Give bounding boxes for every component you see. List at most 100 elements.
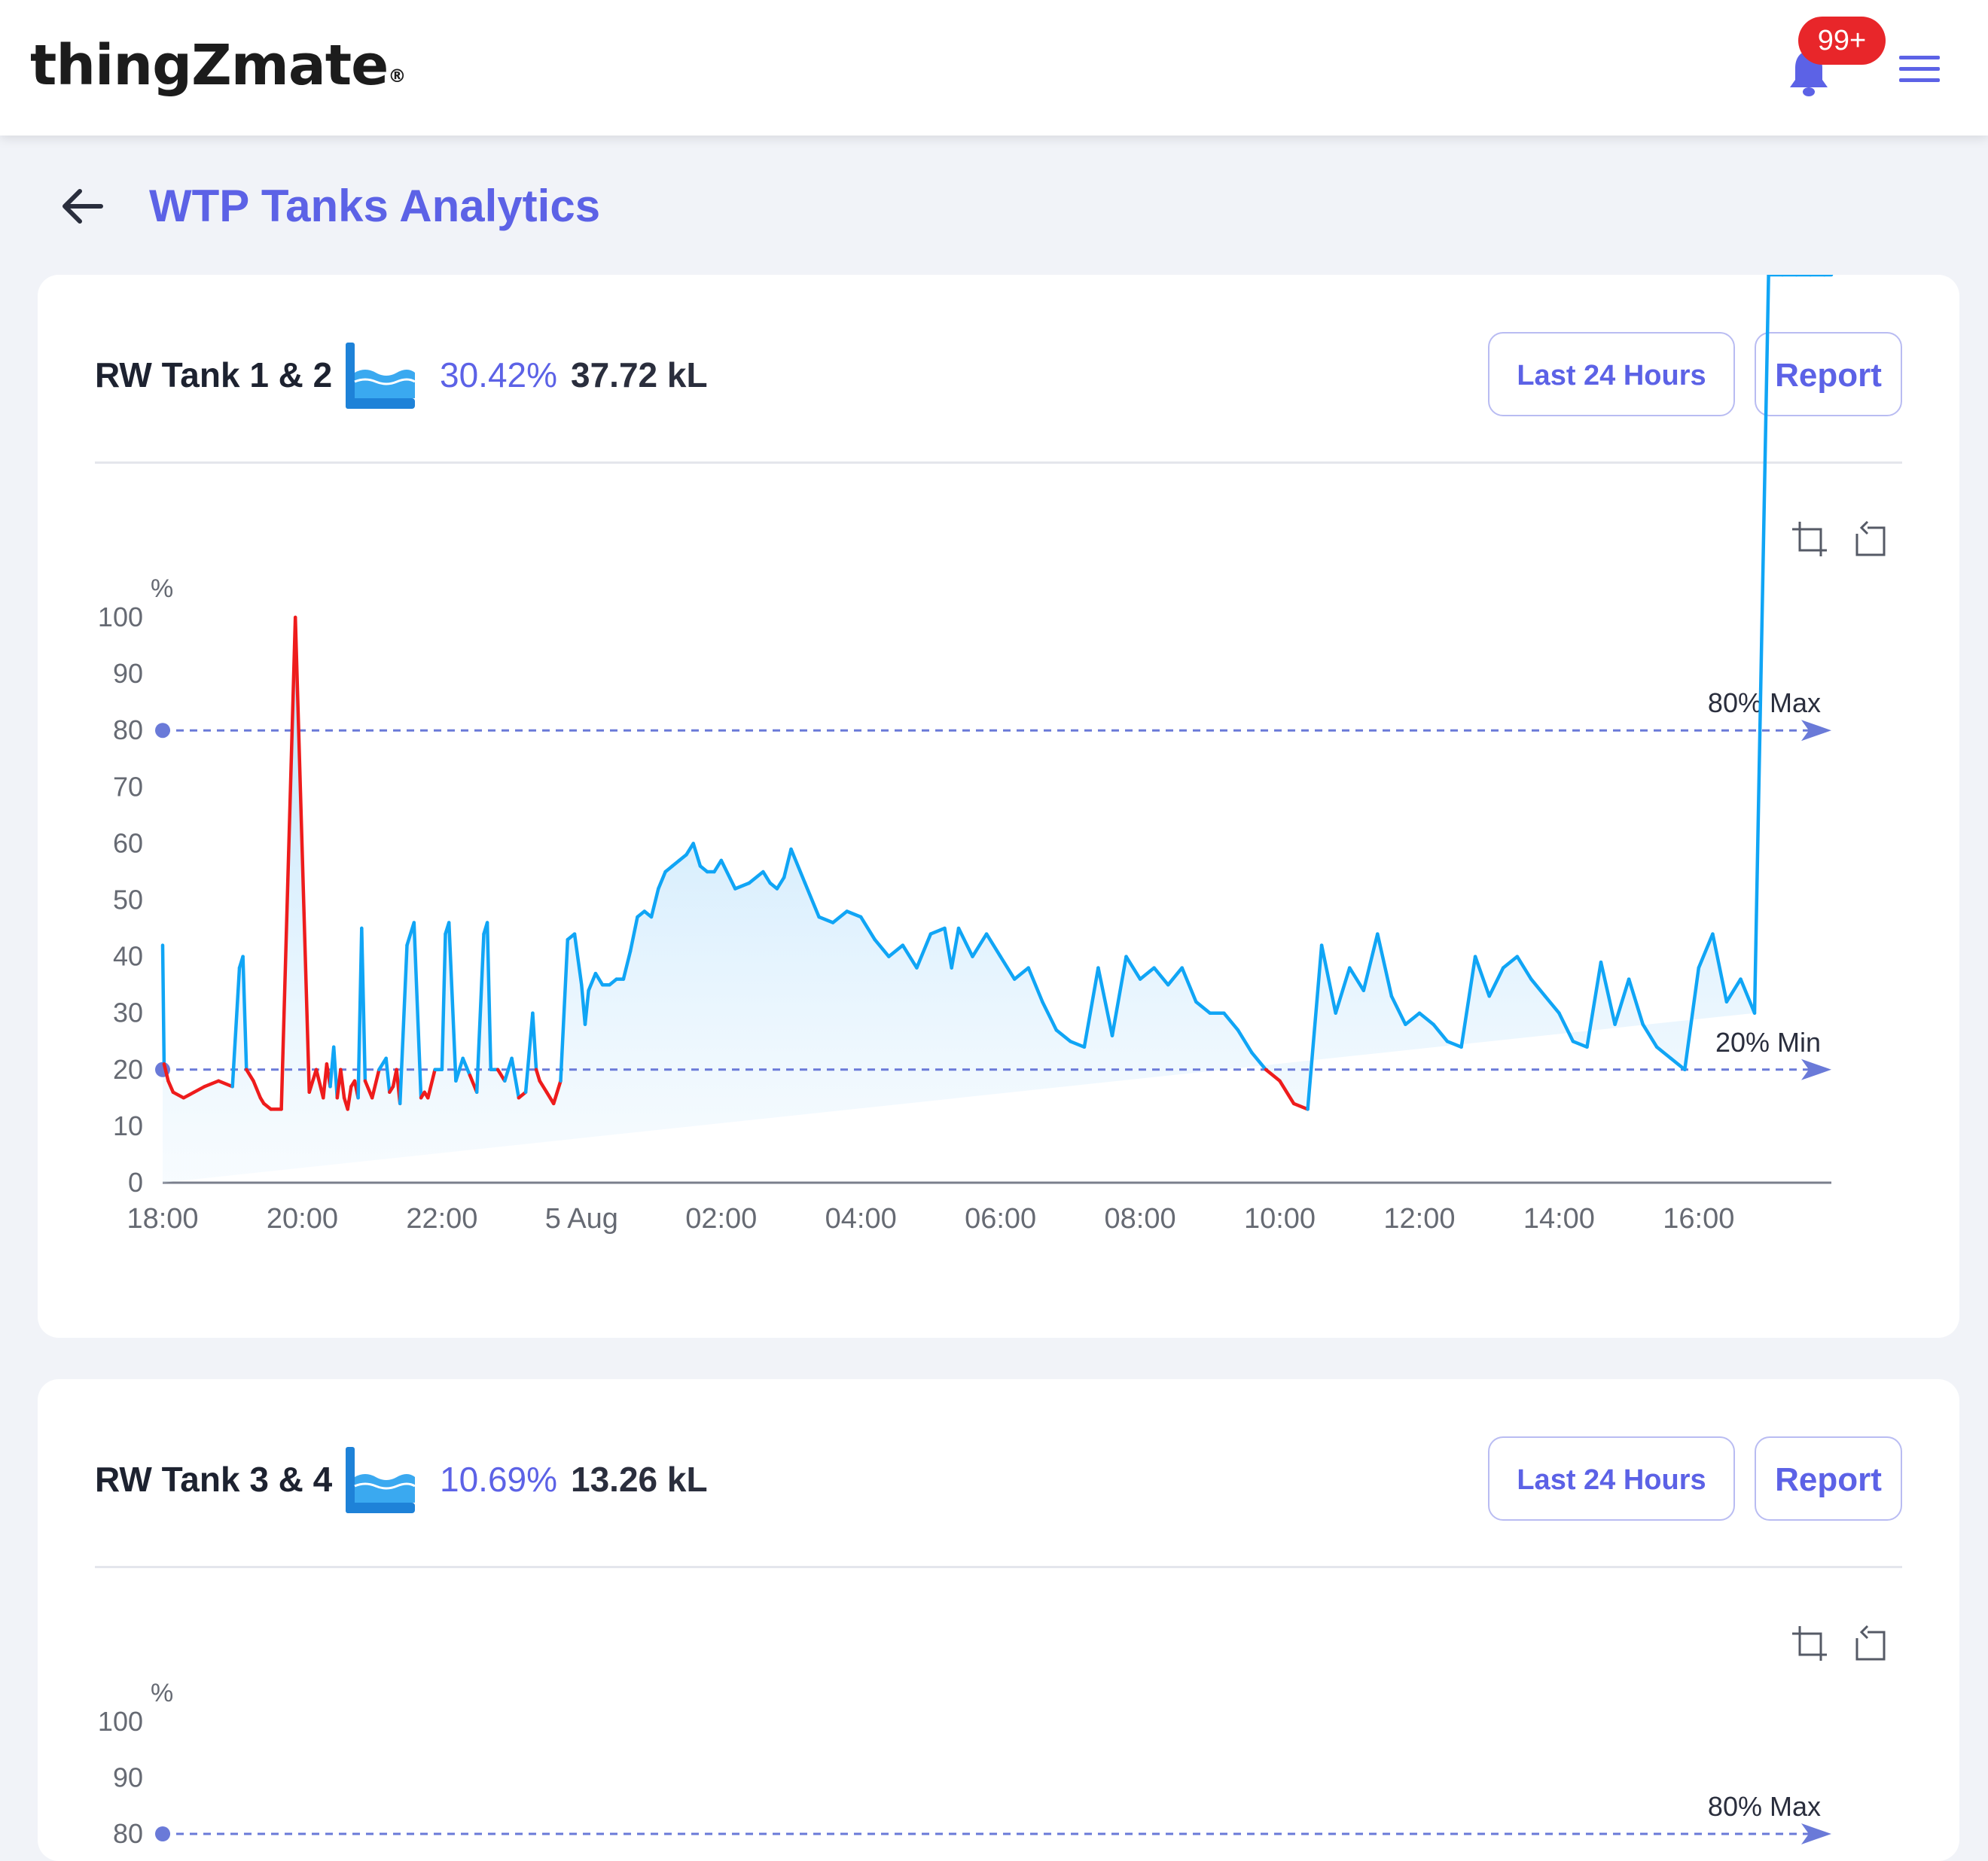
notification-badge[interactable]: 99+: [1798, 17, 1886, 65]
y-tick-label: 90: [113, 1762, 143, 1793]
series-line-segment: [593, 971, 605, 987]
series-line-segment: [1194, 1000, 1212, 1015]
series-line-segment: [1627, 977, 1645, 1026]
series-line-segment: [307, 1068, 319, 1095]
series-line-segment: [1571, 1040, 1589, 1049]
series-line-segment: [915, 932, 933, 970]
tank-volume: 37.72 kL: [571, 355, 708, 394]
series-line-segment: [1124, 955, 1142, 981]
series-line-segment: [1180, 966, 1198, 1004]
series-line-segment: [384, 1056, 392, 1095]
series-line-segment: [192, 1085, 206, 1095]
x-tick-label: 10:00: [1244, 1203, 1316, 1235]
tank-card: RW Tank 3 & 4 10.69% 13.26 kL Last 24 Ho…: [38, 1379, 1959, 1861]
zoom-icon[interactable]: [1791, 1625, 1828, 1662]
series-line-segment: [621, 949, 633, 981]
y-tick-label: 80: [113, 714, 143, 745]
series-line-segment: [583, 988, 590, 1026]
y-tick-label: 50: [113, 885, 143, 915]
series-line-segment: [1319, 943, 1337, 1015]
threshold-arrow: [1801, 720, 1831, 742]
series-line-segment: [360, 926, 367, 1083]
series-line-segment: [363, 1079, 374, 1100]
series-line-segment: [858, 915, 877, 942]
x-tick-label: 16:00: [1663, 1203, 1734, 1235]
series-line-segment: [1654, 1045, 1672, 1061]
time-range-button[interactable]: Last 24 Hours: [1488, 1436, 1735, 1521]
top-app-bar: thingZmate® 99+: [0, 0, 1988, 136]
page-title: WTP Tanks Analytics: [149, 181, 601, 231]
series-line-segment: [1376, 932, 1394, 998]
series-line-segment: [160, 943, 166, 1066]
series-line-segment: [166, 1079, 175, 1095]
y-tick-label: 80: [113, 1818, 143, 1849]
series-line-segment: [1599, 960, 1617, 1026]
series-line-segment: [587, 971, 598, 992]
series-line-segment: [1306, 943, 1324, 1111]
series-line-segment: [1487, 966, 1505, 998]
series-line-segment: [1347, 966, 1366, 992]
series-line-segment: [719, 858, 737, 891]
x-tick-label: 04:00: [825, 1203, 897, 1235]
arrow-left-icon[interactable]: [60, 183, 107, 230]
card-divider: [95, 461, 1902, 464]
series-line-segment: [523, 1011, 535, 1095]
series-line-segment: [1012, 966, 1030, 981]
y-tick-label: 90: [113, 658, 143, 689]
series-line-segment: [398, 943, 409, 1106]
series-line-segment: [928, 926, 947, 936]
report-button[interactable]: Report: [1755, 332, 1902, 416]
series-line-segment: [733, 881, 752, 891]
series-line-segment: [279, 615, 297, 1111]
series-line-segment: [1641, 1022, 1659, 1049]
series-line-segment: [1445, 1040, 1463, 1049]
series-line-segment: [1585, 960, 1603, 1049]
series-line-segment: [440, 932, 447, 1072]
series-line-segment: [1236, 1028, 1254, 1055]
series-line-segment: [426, 1068, 437, 1100]
y-tick-label: 100: [98, 602, 143, 632]
series-line-segment: [559, 937, 570, 1083]
series-line-segment: [1082, 966, 1100, 1049]
x-tick-label: 02:00: [685, 1203, 757, 1235]
y-tick-label: 20: [113, 1054, 143, 1085]
series-line-segment: [203, 1079, 221, 1089]
x-tick-label: 06:00: [965, 1203, 1036, 1235]
series-line-segment: [1459, 955, 1477, 1049]
y-tick-label: 10: [113, 1110, 143, 1141]
x-tick-label: 22:00: [406, 1203, 477, 1235]
tank-icon: [346, 343, 416, 409]
zoom-icon[interactable]: [1791, 520, 1828, 558]
series-line-segment: [1557, 1011, 1575, 1043]
series-line-segment: [887, 943, 905, 958]
reset-zoom-icon[interactable]: [1851, 1625, 1889, 1662]
brand-logo[interactable]: thingZmate®: [30, 32, 406, 99]
series-line-segment: [1613, 977, 1631, 1026]
reset-zoom-icon[interactable]: [1851, 520, 1889, 558]
series-line-segment: [241, 955, 248, 1072]
tank-name: RW Tank 3 & 4: [95, 1460, 333, 1499]
series-line-segment: [1683, 966, 1701, 1072]
series-line-segment: [1069, 1040, 1087, 1049]
threshold-start-dot: [155, 1826, 170, 1841]
series-line-segment: [1041, 1000, 1059, 1032]
series-line-segment: [1278, 1079, 1296, 1106]
y-tick-label: 100: [98, 1706, 143, 1737]
series-line-segment: [950, 926, 961, 970]
time-range-button[interactable]: Last 24 Hours: [1488, 332, 1735, 416]
series-line-segment: [1334, 966, 1352, 1015]
series-line-segment: [454, 1056, 465, 1083]
series-line-segment: [901, 943, 919, 970]
x-tick-label: 18:00: [127, 1203, 198, 1235]
series-line-segment: [230, 966, 242, 1089]
report-button[interactable]: Report: [1755, 1436, 1902, 1521]
series-line-segment: [293, 615, 311, 1095]
x-tick-label: 14:00: [1523, 1203, 1595, 1235]
tank-level-percent: 30.42%: [440, 355, 558, 394]
series-line-segment: [1264, 1068, 1282, 1083]
series-line-segment: [1361, 932, 1380, 992]
series-line-segment: [761, 870, 772, 885]
menu-icon[interactable]: [1898, 53, 1941, 86]
series-line-segment: [171, 1090, 186, 1100]
threshold-start-dot: [155, 723, 170, 739]
